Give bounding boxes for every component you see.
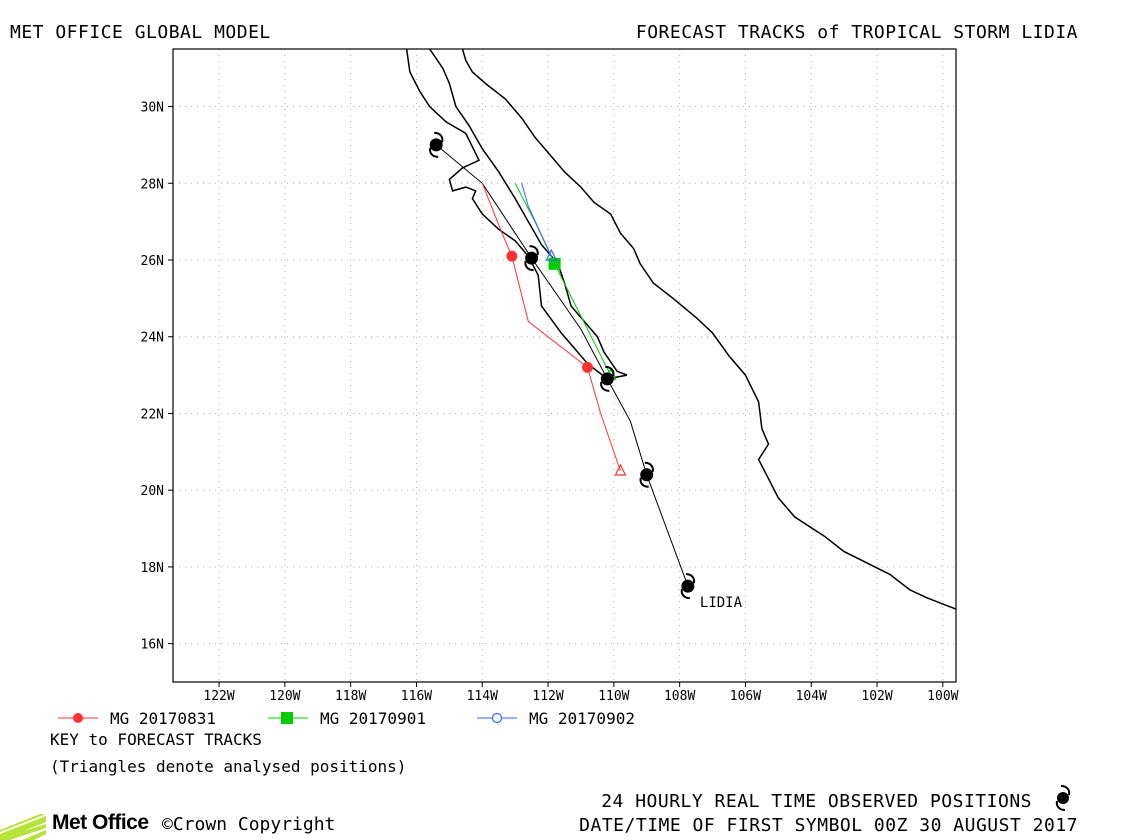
- tick-label-lat: 26N: [141, 254, 164, 269]
- analysed-position-triangle: [545, 248, 558, 261]
- model-title: MET OFFICE GLOBAL MODEL: [10, 22, 271, 43]
- tick-label-lat: 20N: [141, 484, 164, 499]
- copyright-text: Crown Copyright: [172, 814, 336, 835]
- legend-label: MG 20170902: [529, 709, 635, 728]
- met-office-logo-text: Met Office: [52, 811, 149, 834]
- tick-label-lon: 106W: [730, 689, 761, 704]
- tick-label-lat: 18N: [141, 561, 164, 576]
- forecast-track-line: [514, 183, 612, 376]
- hurricane-core: [525, 251, 539, 265]
- hurricane-arm: [524, 260, 534, 272]
- tick-label-lon: 102W: [861, 689, 892, 704]
- hurricane-core: [681, 579, 695, 593]
- hurricane-arm: [529, 245, 539, 256]
- blue-open-circle-line-icon: [477, 712, 517, 724]
- coastline-segment: [461, 49, 956, 610]
- tick-label-lon: 114W: [467, 689, 498, 704]
- tick-label-lat: 24N: [141, 331, 164, 346]
- legend-label: MG 20170901: [320, 709, 426, 728]
- copyright: ©Crown Copyright: [162, 814, 335, 835]
- key-title: KEY to FORECAST TRACKS: [50, 730, 262, 749]
- tick-label-lat: 28N: [141, 177, 164, 192]
- hurricane-arm: [600, 381, 610, 392]
- chart-title: FORECAST TRACKS of TROPICAL STORM LIDIA: [635, 22, 1078, 43]
- tick-label-lon: 120W: [269, 689, 300, 704]
- hurricane-core: [640, 468, 654, 482]
- copyright-symbol: ©: [162, 814, 173, 835]
- tick-label-lon: 108W: [664, 689, 695, 704]
- analysed-position-triangle: [614, 463, 627, 476]
- hurricane-arm: [429, 147, 439, 158]
- grid: [173, 49, 956, 682]
- red-circle-line-icon: [58, 713, 98, 723]
- forecast-track-line: [521, 183, 552, 257]
- tick-label-lon: 104W: [796, 689, 827, 704]
- tick-label-lon: 100W: [927, 689, 958, 704]
- hurricane-arm: [639, 477, 649, 488]
- observed-positions-note: 24 HOURLY REAL TIME OBSERVED POSITIONS: [601, 791, 1032, 812]
- hurricane-core: [429, 138, 443, 152]
- observed-track-line: [435, 144, 689, 587]
- hurricane-arm: [685, 573, 696, 584]
- key-note: (Triangles denote analysed positions): [50, 757, 407, 776]
- map-frame: [172, 48, 957, 683]
- hurricane-icon: [524, 245, 539, 272]
- hurricane-arm: [434, 131, 444, 143]
- met-office-logo-icon: [0, 814, 46, 840]
- coastline: [405, 49, 956, 610]
- forecast-marker: [582, 361, 594, 373]
- tick-label-lat: 22N: [141, 407, 164, 422]
- tick-label-lon: 110W: [598, 689, 629, 704]
- coastline-segment: [405, 49, 628, 380]
- tick-label-lon: 118W: [335, 689, 366, 704]
- first-symbol-datetime: DATE/TIME OF FIRST SYMBOL 00Z 30 AUGUST …: [579, 815, 1078, 836]
- hurricane-icon: [680, 573, 696, 600]
- storm-name-label: LIDIA: [700, 595, 743, 611]
- tick-label-lat: 16N: [141, 638, 164, 653]
- tick-label-lon: 122W: [203, 689, 234, 704]
- forecast-tracks: [481, 183, 627, 476]
- hurricane-arm: [605, 365, 615, 377]
- tick-label-lon: 116W: [401, 689, 432, 704]
- green-square-line-icon: [268, 712, 308, 724]
- hurricane-icon: [600, 365, 615, 392]
- storm-symbols: [429, 131, 696, 600]
- observed-track: [435, 144, 689, 587]
- hurricane-arm: [644, 461, 654, 472]
- hurricane-icon: [429, 131, 444, 158]
- hurricane-icon: [639, 461, 654, 488]
- forecast-marker: [506, 250, 518, 262]
- axis-ticks: 122W 120W 118W 116W 114W 112W 110W 108W 106W 104W…: [141, 101, 959, 704]
- forecast-track-line: [481, 183, 621, 472]
- legend-label: MG 20170831: [110, 709, 216, 728]
- tick-label-lat: 30N: [141, 101, 164, 116]
- forecast-marker: [548, 257, 561, 270]
- coastline-segment: [428, 49, 628, 376]
- hurricane-core: [600, 372, 614, 386]
- tick-label-lon: 112W: [532, 689, 563, 704]
- hurricane-icon: [1055, 785, 1071, 811]
- hurricane-arm: [680, 588, 690, 600]
